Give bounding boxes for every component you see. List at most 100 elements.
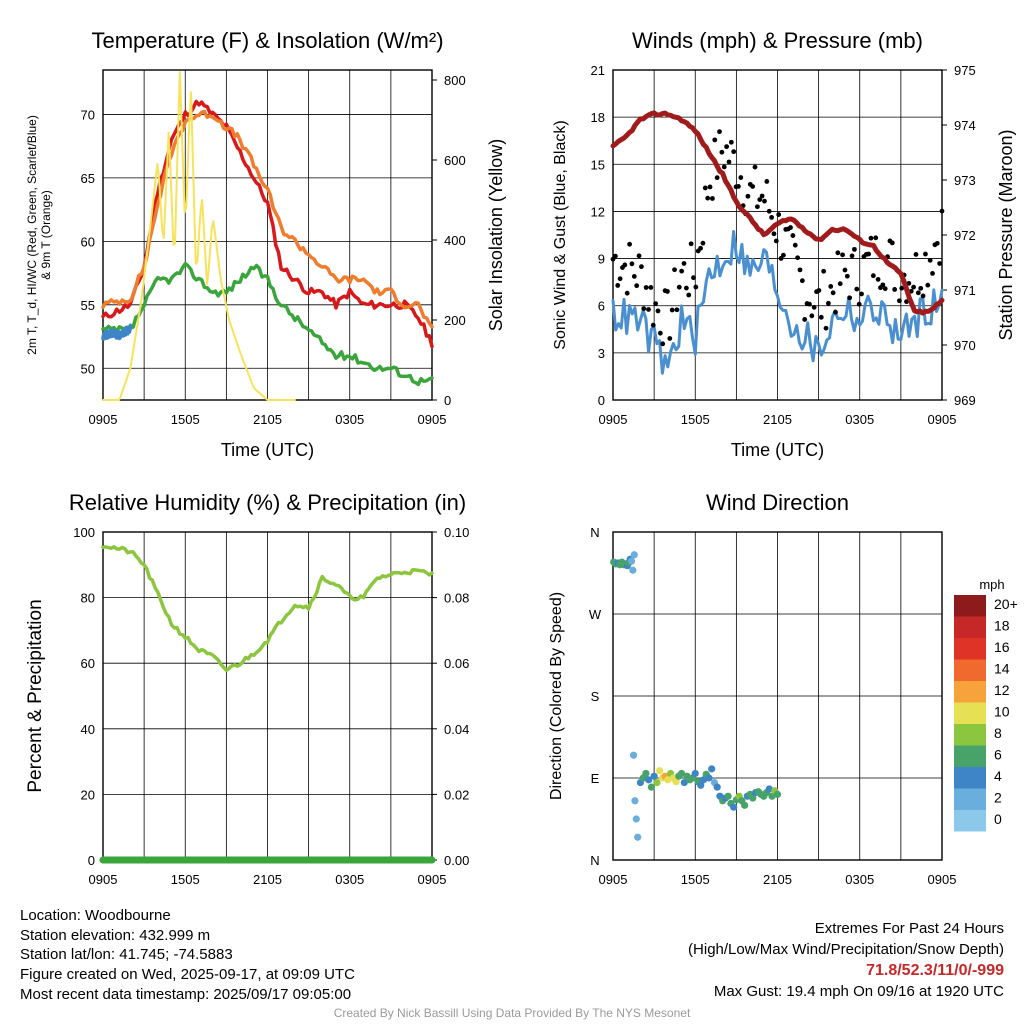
gust-point [918,285,924,291]
y-tick-label: 60 [81,656,95,671]
direction-point [632,815,640,823]
x-tick-label: 2105 [763,412,792,427]
gust-point [930,271,935,276]
direction-point [642,769,650,778]
gust-point [731,149,737,155]
max-gust-text: Max Gust: 19.4 mph On 09/16 at 1920 UTC [713,983,1004,1000]
y-tick-label-right: 974 [954,118,976,133]
x-tick-label: 0305 [335,872,364,887]
gust-point [622,262,628,268]
direction-point [730,803,738,811]
y-tick-label: N [590,525,599,540]
direction-point [680,778,688,787]
gust-point [617,276,623,282]
y-tick-label-right: 400 [444,233,466,248]
gust-point [710,196,715,201]
gust-point [657,330,663,336]
gust-point [802,317,808,322]
y-tick-label: W [589,607,602,622]
legend-swatch [954,767,986,789]
gust-point [646,307,651,312]
direction-point [656,767,664,775]
gust-point [759,193,765,199]
direction-point [677,769,686,778]
direction-point [697,781,705,789]
y-tick-label-right: 0.04 [444,722,469,737]
gust-point [665,289,670,294]
legend-label: 20+ [994,596,1018,612]
direction-point [634,833,642,841]
gust-point [653,301,659,307]
y-tick-label: 55 [81,298,95,313]
gust-point [683,285,689,291]
direction-point [630,551,638,559]
direction-chart-title: Wind Direction [706,490,849,515]
direction-point [773,790,782,799]
gust-point [835,250,841,256]
x-tick-label: 1505 [171,412,200,427]
legend-label: 8 [994,725,1002,741]
gust-point [717,129,722,135]
gust-point [818,314,824,320]
temperature-chart-title: Temperature (F) & Insolation (W/m²) [91,28,443,53]
y-tick-label-right: 971 [954,283,976,298]
gust-point [693,284,699,290]
x-tick-label: 0905 [928,412,957,427]
y-tick-label: 15 [591,157,605,172]
gust-point [934,240,940,246]
gust-point [726,159,732,165]
x-tick-label: 0905 [89,412,118,427]
y-tick-label: 70 [81,107,95,122]
gust-point [927,257,933,263]
gust-point [655,308,661,314]
x-tick-label: 0905 [418,872,447,887]
y-tick-label-right: 0.10 [444,525,469,540]
gust-point [674,307,680,313]
legend-label: 14 [994,661,1010,677]
y-tick-label-right: 800 [444,73,466,88]
location-text: Location: Woodbourne [20,907,171,924]
legend-swatch [954,810,986,832]
direction-point [629,566,637,574]
y-axis-title: Sonic Wind & Gust (Blue, Black) [552,120,569,349]
legend-label: 6 [994,747,1002,763]
gust-point [750,184,756,189]
extremes-panel: Extremes For Past 24 Hours (High/Low/Max… [688,918,1004,1002]
direction-point [741,801,749,809]
gust-point [875,276,881,282]
legend-swatch [954,702,986,724]
legend-swatch [954,616,986,638]
direction-point [645,776,653,784]
legend-swatch [954,595,986,617]
direction-point [713,783,721,791]
gust-point [769,214,774,220]
y-tick-label-right: 973 [954,173,976,188]
y-tick-label: 6 [598,299,605,314]
x-axis-title: Time (UTC) [731,440,824,460]
y-tick-label: 12 [591,204,605,219]
x-tick-label: 1505 [681,412,710,427]
y-tick-label: 65 [81,171,95,186]
gust-point [913,252,919,257]
y-tick-label-right: 972 [954,228,976,243]
latlon-text: Station lat/lon: 41.745; -74.5883 [20,946,233,964]
series-line-hi-wc [101,323,133,341]
gust-point [686,292,692,298]
gust-point [762,198,767,204]
x-tick-label: 2105 [253,872,282,887]
gust-point [854,286,860,292]
gust-point [724,144,730,150]
direction-point [749,794,757,802]
legend-label: 18 [994,618,1010,634]
x-tick-label: 2105 [253,412,282,427]
gust-point [672,267,677,273]
gust-point [899,285,905,291]
gust-point [816,288,822,293]
gust-point [823,325,829,331]
gust-point [771,231,777,237]
y-tick-label: 9 [598,252,605,267]
legend-swatch [954,638,986,660]
gust-point [615,283,621,288]
legend-title: mph [979,577,1004,592]
gust-point [698,245,703,251]
